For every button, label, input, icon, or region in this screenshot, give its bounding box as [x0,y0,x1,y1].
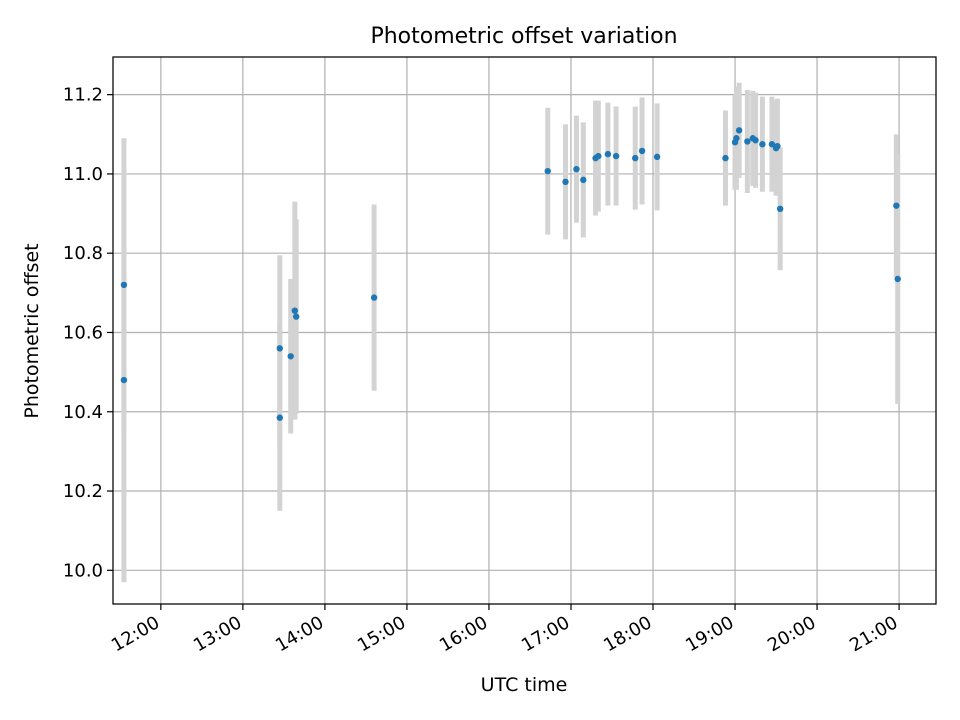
data-point [120,281,128,289]
data-point [735,127,743,134]
data-point [276,345,283,352]
data-point [595,152,602,160]
data-point [604,150,612,158]
data-point [562,178,569,186]
data-point [638,147,646,155]
y-tick-label: 10.4 [63,402,103,423]
y-tick-label: 10.0 [63,560,103,581]
grid [113,57,936,604]
data-point [733,135,740,142]
data-point [894,275,901,283]
data-point [573,165,580,173]
data-point [768,141,776,148]
y-tick-label: 10.6 [63,322,103,343]
data-point [291,307,299,314]
data-point [612,152,620,160]
data-point [759,141,766,148]
y-tick-label: 10.8 [63,243,103,264]
data-point [752,137,759,144]
data-point [774,142,781,150]
data-point [276,414,283,421]
y-axis-label: Photometric offset [21,243,43,418]
data-point [580,176,587,184]
data-point [120,376,128,384]
y-axis: 10.0 10.2 10.4 10.6 10.8 11.0 11.2 [63,85,113,581]
data-point [292,313,300,320]
y-tick-label: 11.0 [63,164,103,185]
data-points [120,127,901,421]
chart-title: Photometric offset variation [370,24,677,49]
y-tick-label: 11.2 [63,85,103,106]
data-point [653,153,661,161]
data-point [722,154,729,162]
data-point [776,205,784,213]
data-point [632,154,639,162]
data-point [370,294,378,301]
data-point [544,167,551,175]
y-tick-label: 10.2 [63,481,103,502]
x-axis-label: UTC time [481,674,568,696]
data-point [744,138,751,145]
data-point [287,353,294,360]
data-point [893,202,900,209]
plot-frame [112,56,937,605]
